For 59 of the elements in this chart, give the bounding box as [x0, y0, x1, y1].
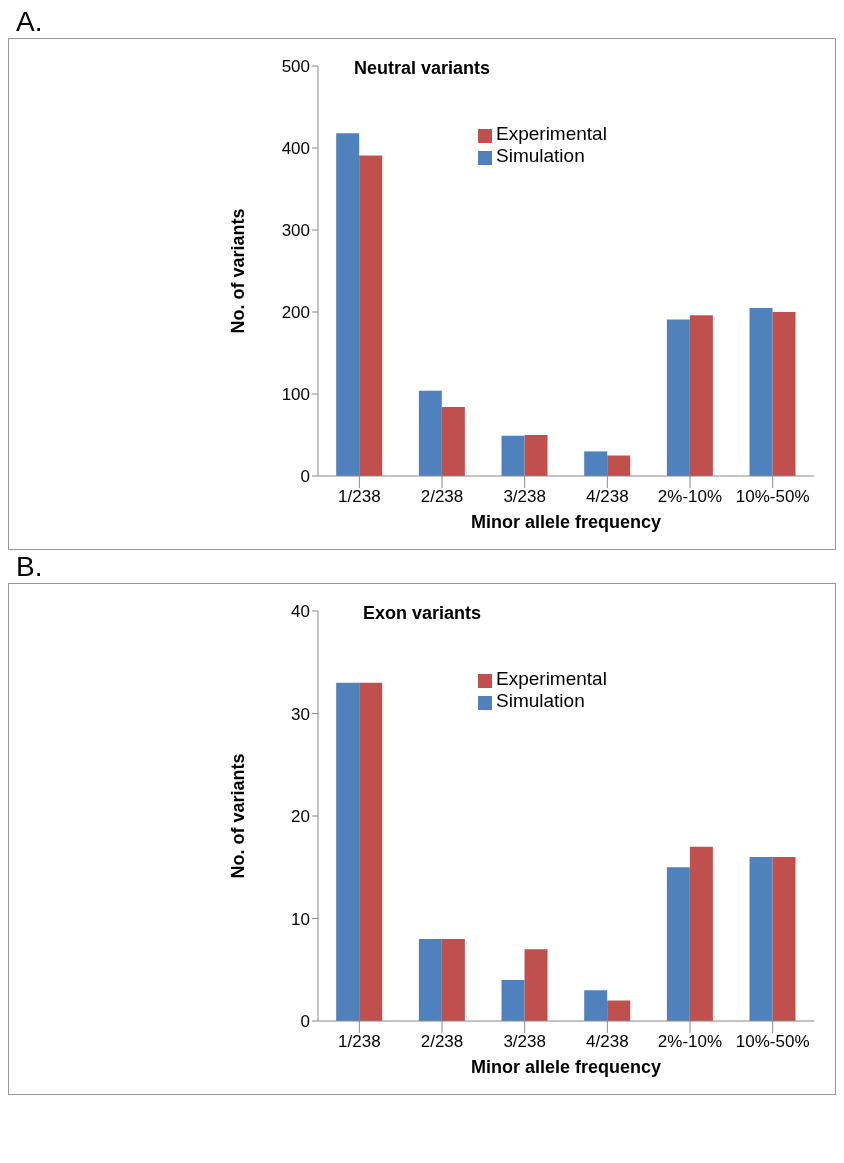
chart-title: Exon variants — [362, 603, 482, 623]
legend-label: Simulation — [496, 690, 585, 711]
x-tick-label: 2%-10% — [657, 1032, 723, 1052]
text: A. — [16, 6, 43, 38]
x-tick-label: 4/238 — [586, 487, 629, 507]
bar — [607, 455, 631, 476]
x-axis-title: Minor allele frequency — [470, 512, 662, 532]
bar — [772, 312, 796, 476]
bar — [524, 949, 548, 1021]
bar — [666, 319, 690, 476]
bar — [749, 857, 773, 1021]
y-tick-label: 100 — [281, 385, 310, 405]
bar — [584, 451, 608, 476]
x-tick-label: 10%-50% — [735, 487, 810, 507]
y-tick-label: 30 — [291, 704, 310, 724]
x-tick-label: 3/238 — [503, 487, 546, 507]
x-tick-label: 2%-10% — [657, 487, 723, 507]
y-tick-label: 300 — [281, 221, 310, 241]
y-axis-title: No. of variants — [228, 753, 249, 879]
legend-label: Experimental — [496, 123, 607, 144]
x-tick-label: 10%-50% — [735, 1032, 810, 1052]
chart-title: Neutral variants — [353, 58, 491, 78]
y-tick-label: 500 — [281, 57, 310, 77]
bar — [501, 980, 525, 1021]
bar — [359, 682, 383, 1021]
bar — [336, 682, 360, 1021]
text: B. — [16, 551, 43, 583]
bar — [336, 133, 360, 476]
bar — [418, 939, 442, 1021]
bar — [501, 435, 525, 476]
bar — [584, 990, 608, 1021]
bar — [441, 407, 465, 476]
legend-label: Experimental — [496, 668, 607, 689]
x-tick-label: 4/238 — [586, 1032, 629, 1052]
y-tick-label: 200 — [281, 303, 310, 323]
bar — [524, 435, 548, 476]
bar — [607, 1000, 631, 1021]
y-tick-label: 10 — [291, 909, 310, 929]
y-tick-label: 40 — [291, 602, 310, 622]
y-tick-label: 20 — [291, 807, 310, 827]
x-tick-label: 1/238 — [338, 487, 381, 507]
bar — [666, 867, 690, 1021]
bar — [749, 307, 773, 476]
legend-label: Simulation — [496, 145, 585, 166]
y-tick-label: 400 — [281, 139, 310, 159]
bar — [359, 155, 383, 476]
y-axis-title: No. of variants — [228, 208, 249, 334]
bar — [441, 939, 465, 1021]
y-tick-label: 0 — [300, 467, 310, 487]
x-tick-label: 3/238 — [503, 1032, 546, 1052]
x-tick-label: 1/238 — [338, 1032, 381, 1052]
bar — [418, 390, 442, 476]
x-tick-label: 2/238 — [420, 1032, 464, 1052]
x-tick-label: 2/238 — [420, 487, 464, 507]
bar — [689, 846, 713, 1021]
x-axis-title: Minor allele frequency — [470, 1057, 662, 1077]
y-tick-label: 0 — [300, 1012, 310, 1032]
bar — [689, 315, 713, 476]
bar — [772, 857, 796, 1021]
